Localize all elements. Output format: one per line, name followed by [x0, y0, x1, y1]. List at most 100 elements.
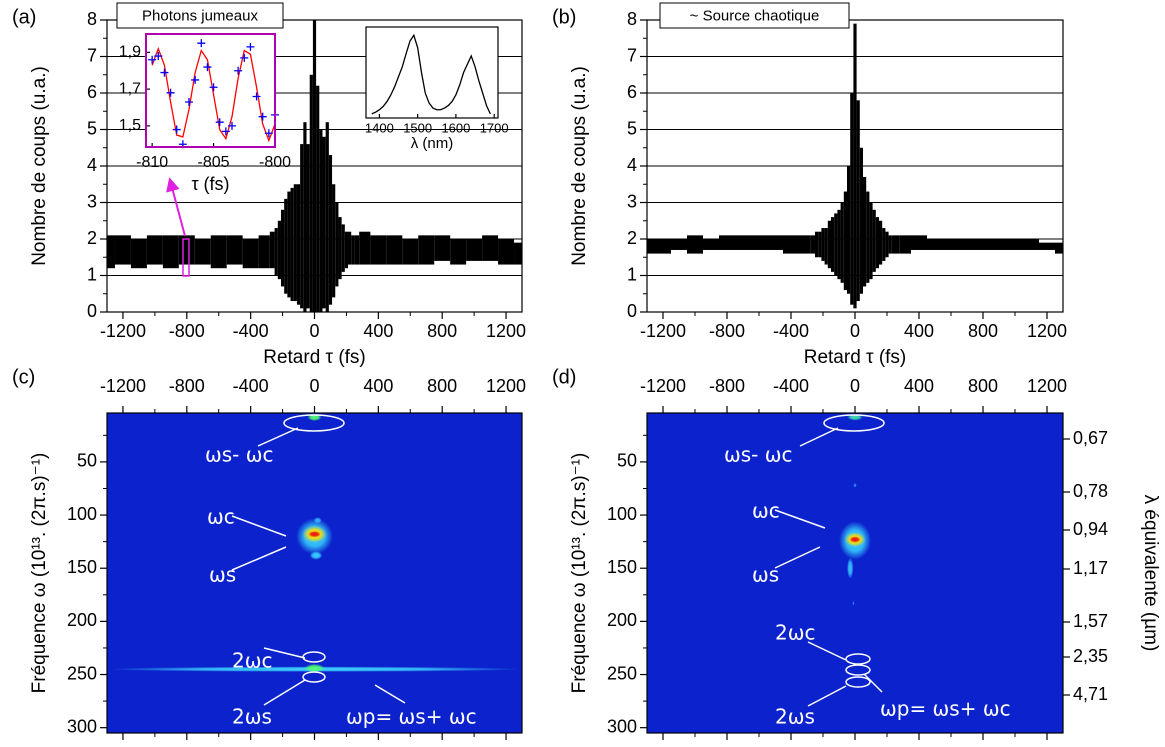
trace-segment: [359, 231, 371, 265]
trace-segment: [370, 235, 387, 265]
y-tick-label: 150: [607, 557, 637, 577]
x-tick-label: -810: [136, 154, 168, 171]
y-tick-label: 6: [627, 82, 637, 102]
trace-segment: [827, 220, 831, 269]
leader-line: [807, 641, 847, 661]
y-tick-label: 100: [607, 504, 637, 524]
trace-segment: [332, 184, 336, 298]
heatmap-background: [107, 413, 522, 733]
trace-segment: [514, 242, 522, 265]
ellipse: [283, 414, 345, 432]
heatmap-spot: [309, 551, 323, 560]
y-tick-label: 8: [627, 9, 637, 29]
plot-frame: [145, 33, 276, 148]
trace-segment: [671, 239, 687, 250]
trace-segment: [859, 147, 863, 294]
data-line: [151, 46, 276, 143]
y-tick-label: 8: [87, 9, 97, 29]
trace-segment: [911, 235, 927, 250]
heatmap-spot: [852, 601, 855, 606]
trace-segment: [226, 235, 243, 265]
trace-segment: [991, 239, 1007, 250]
data-point: [160, 68, 169, 77]
trace-segment: [316, 85, 320, 312]
data-point: [154, 52, 163, 61]
x-axis-title: λ (nm): [411, 135, 454, 152]
y-tick-label: 50: [77, 451, 97, 471]
trace-segment: [1007, 239, 1023, 250]
inset-background: [146, 34, 275, 147]
trace-segment: [258, 235, 270, 269]
trace-segment: [210, 235, 227, 269]
y-axis-title: Nombre de coups (u.a.): [569, 66, 590, 266]
trace-segment: [280, 209, 285, 287]
x-tick-label: -400: [233, 376, 269, 396]
data-point: [148, 55, 157, 64]
x-tick-label: 1600: [441, 120, 470, 135]
y-tick-label: 1: [627, 264, 637, 284]
trace-segment: [834, 213, 838, 276]
trace-segment: [891, 235, 895, 254]
trace-segment: [687, 235, 703, 254]
trace-segment: [810, 235, 815, 254]
annotation: 2ωc: [775, 621, 815, 645]
zoom-marker: [182, 238, 190, 277]
panel-label: (b): [552, 6, 576, 28]
heatmap-spot: [849, 536, 861, 543]
data-point: [172, 125, 181, 134]
trace-segment: [434, 235, 451, 261]
trace-segment: [767, 235, 783, 250]
zoom-arrow: [166, 177, 186, 237]
data-point: [209, 83, 218, 92]
trace-segment: [338, 217, 342, 280]
trace-segment: [895, 235, 900, 254]
heatmap-spots: [839, 414, 871, 606]
trace-segment: [1023, 239, 1039, 250]
x-tick-label: -800: [709, 376, 745, 396]
trace-segment: [837, 209, 841, 280]
data-line: [371, 33, 491, 115]
data-point: [203, 63, 212, 72]
y-tick-label: 1,9: [119, 44, 141, 61]
panel-label: (a): [12, 6, 36, 28]
leader-line: [263, 679, 306, 706]
trace-segment: [821, 228, 825, 261]
x-tick-label: -800: [169, 321, 205, 341]
trace-segment: [284, 198, 288, 294]
y2-axis-title: λ équivalente (µm): [1140, 495, 1161, 652]
heatmap-spot: [313, 517, 322, 524]
trace-segment: [840, 202, 844, 283]
heatmap-spot: [308, 531, 321, 538]
data-point: [246, 42, 255, 51]
title-box: [116, 2, 284, 29]
overlay: ωs- ωc ωc ωs 2ωc 2ωs ωp= ωs+ ωc ωs- ωc ωc ωs 2ωc 2…: [166, 177, 1011, 729]
plot-frame: [365, 26, 499, 119]
trace-segment: [466, 239, 483, 261]
x-tick-label: 1500: [403, 120, 432, 135]
x-tick-label: 0: [309, 321, 319, 341]
leader-line: [257, 427, 299, 447]
plots: -1200 -800 -400 0 400 800 1200012345678(a)Reta…: [12, 2, 1161, 740]
y-tick-label: 250: [607, 663, 637, 683]
x-tick-label: 800: [968, 376, 998, 396]
trace-segment: [943, 239, 959, 250]
data-point: [191, 75, 200, 84]
y-tick-label: 1,7: [119, 80, 141, 97]
plot-frame: [646, 19, 1064, 313]
trace-segment: [655, 239, 671, 254]
trace-segment: [309, 74, 313, 312]
y-tick-label: 7: [627, 45, 637, 65]
x-tick-label: -805: [198, 154, 230, 171]
trace-segment: [312, 20, 317, 312]
trace-segment: [287, 191, 291, 298]
trace-segment: [875, 217, 879, 269]
data-point: [264, 129, 273, 138]
x-tick-label: 1200: [486, 321, 526, 341]
annotation-shapes: [231, 414, 885, 707]
trace-segment: [831, 217, 835, 272]
trace-segment: [114, 235, 131, 265]
trace-segment: [882, 228, 886, 261]
trace-segment: [290, 187, 294, 302]
trace-segment: [856, 100, 860, 302]
title-box: [659, 2, 850, 29]
